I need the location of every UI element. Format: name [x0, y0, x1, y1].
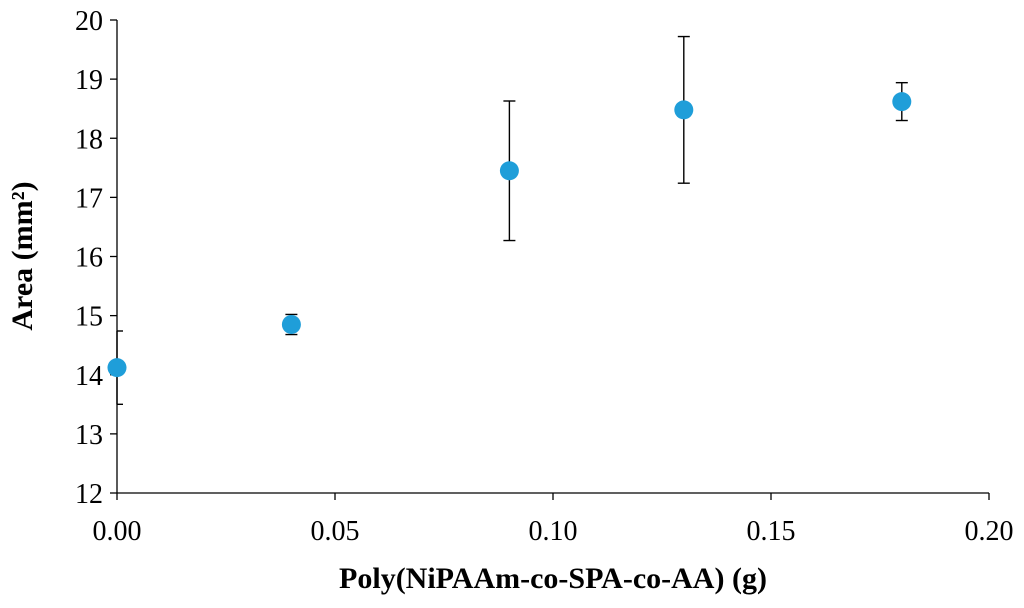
data-point	[107, 358, 127, 378]
y-tick-label: 12	[75, 479, 103, 510]
y-tick-label: 14	[75, 361, 103, 392]
y-axis-title: Area (mm²)	[6, 181, 39, 330]
x-axis-title: Poly(NiPAAm-co-SPA-co-AA) (g)	[339, 562, 767, 595]
y-tick-label: 18	[75, 124, 103, 155]
x-tick-label: 0.05	[311, 516, 360, 547]
y-tick-label: 15	[75, 302, 103, 333]
y-tick-label: 17	[75, 183, 103, 214]
axes: 12 13 14 15 16 17 18 19 20 0.00 0.05 0.10 0.15 0.20	[75, 6, 1014, 547]
y-tick-label: 19	[75, 65, 103, 96]
y-tick-label: 13	[75, 420, 103, 451]
error-bars	[116, 35, 908, 406]
data-point	[499, 161, 519, 181]
data-point	[674, 100, 694, 120]
data-point	[892, 92, 912, 112]
x-tick-label: 0.10	[529, 516, 578, 547]
data-point	[281, 314, 301, 334]
x-tick-label: 0.00	[93, 516, 142, 547]
y-tick-label: 20	[75, 6, 103, 37]
data-points	[107, 92, 912, 378]
y-tick-label: 16	[75, 243, 103, 274]
x-tick-label: 0.15	[747, 516, 796, 547]
x-tick-label: 0.20	[965, 516, 1014, 547]
